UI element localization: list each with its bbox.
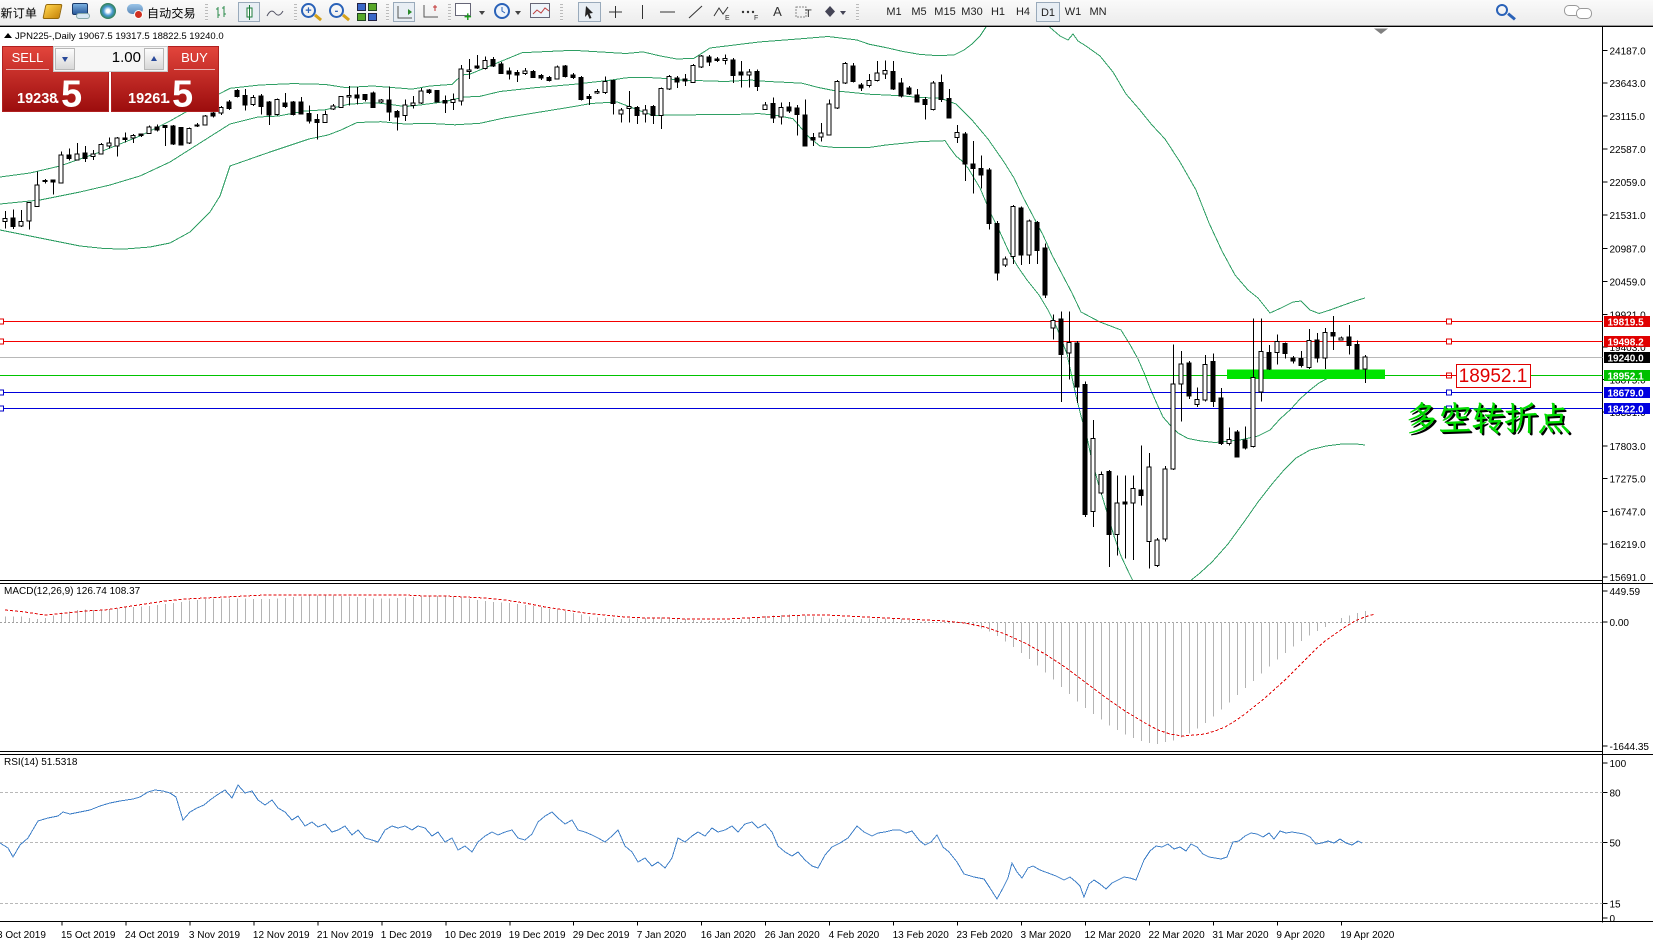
svg-text:16219.0: 16219.0 (1610, 540, 1647, 551)
svg-text:E: E (725, 15, 730, 22)
svg-text:3 Mar 2020: 3 Mar 2020 (1021, 930, 1072, 941)
svg-text:0: 0 (1610, 914, 1616, 925)
svg-text:.: . (55, 90, 59, 107)
svg-text:20459.0: 20459.0 (1610, 278, 1647, 289)
svg-text:13 Feb 2020: 13 Feb 2020 (893, 930, 950, 941)
svg-text:12 Nov 2019: 12 Nov 2019 (253, 930, 310, 941)
svg-text:22587.0: 22587.0 (1610, 145, 1647, 156)
svg-text:16 Jan 2020: 16 Jan 2020 (701, 930, 756, 941)
svg-text:19403.0: 19403.0 (1610, 343, 1647, 354)
svg-text:.: . (166, 90, 170, 107)
svg-text:17803.0: 17803.0 (1610, 442, 1647, 453)
svg-text:MACD(12,26,9) 126.74 108.37: MACD(12,26,9) 126.74 108.37 (4, 586, 141, 597)
svg-text:19498.2: 19498.2 (1608, 338, 1645, 349)
svg-text:5: 5 (172, 74, 193, 113)
svg-text:-1644.35: -1644.35 (1610, 742, 1650, 753)
svg-text:50: 50 (1610, 839, 1622, 850)
svg-text:18952.1: 18952.1 (1608, 372, 1645, 383)
svg-text:10 Dec 2019: 10 Dec 2019 (445, 930, 502, 941)
svg-text:23 Feb 2020: 23 Feb 2020 (957, 930, 1014, 941)
svg-text:JPN225-,Daily 19067.5 19317.5: JPN225-,Daily 19067.5 19317.5 18822.5 19… (15, 31, 224, 42)
svg-text:1 Dec 2019: 1 Dec 2019 (381, 930, 433, 941)
svg-text:22 Mar 2020: 22 Mar 2020 (1149, 930, 1206, 941)
svg-text:12 Mar 2020: 12 Mar 2020 (1085, 930, 1142, 941)
svg-text:22059.0: 22059.0 (1610, 178, 1647, 189)
svg-text:19261: 19261 (128, 91, 168, 107)
svg-text:29 Dec 2019: 29 Dec 2019 (573, 930, 630, 941)
svg-text:RSI(14) 51.5318: RSI(14) 51.5318 (4, 757, 78, 768)
svg-text:21 Nov 2019: 21 Nov 2019 (317, 930, 374, 941)
svg-text:F: F (754, 15, 758, 22)
svg-text:19819.5: 19819.5 (1608, 318, 1645, 329)
svg-text:T: T (805, 8, 812, 20)
svg-text:15: 15 (1610, 900, 1622, 911)
svg-text:0.00: 0.00 (1610, 618, 1630, 629)
svg-text:18679.0: 18679.0 (1608, 389, 1645, 400)
svg-text:31 Mar 2020: 31 Mar 2020 (1212, 930, 1269, 941)
svg-text:17275.0: 17275.0 (1610, 475, 1647, 486)
svg-text:24187.0: 24187.0 (1610, 47, 1647, 58)
svg-text:449.59: 449.59 (1610, 587, 1641, 598)
svg-text:100: 100 (1610, 759, 1627, 770)
svg-text:18422.0: 18422.0 (1608, 405, 1645, 416)
svg-text:26 Jan 2020: 26 Jan 2020 (765, 930, 820, 941)
svg-text:4 Feb 2020: 4 Feb 2020 (829, 930, 880, 941)
svg-text:15 Oct 2019: 15 Oct 2019 (61, 930, 116, 941)
svg-text:15691.0: 15691.0 (1610, 573, 1647, 584)
svg-text:20987.0: 20987.0 (1610, 245, 1647, 256)
svg-text:24 Oct 2019: 24 Oct 2019 (125, 930, 180, 941)
svg-text:80: 80 (1610, 789, 1622, 800)
svg-text:7 Jan 2020: 7 Jan 2020 (637, 930, 687, 941)
svg-text:3 Oct 2019: 3 Oct 2019 (0, 930, 46, 941)
svg-text:19238: 19238 (17, 91, 57, 107)
svg-text:18952.1: 18952.1 (1459, 366, 1528, 387)
svg-text:23643.0: 23643.0 (1610, 79, 1647, 90)
svg-text:9 Apr 2020: 9 Apr 2020 (1276, 930, 1325, 941)
svg-text:19 Dec 2019: 19 Dec 2019 (509, 930, 566, 941)
svg-text:16747.0: 16747.0 (1610, 508, 1647, 519)
svg-text:3 Nov 2019: 3 Nov 2019 (189, 930, 241, 941)
svg-text:21531.0: 21531.0 (1610, 211, 1647, 222)
svg-text:5: 5 (61, 74, 82, 113)
svg-text:23115.0: 23115.0 (1610, 112, 1646, 123)
svg-text:19240.0: 19240.0 (1608, 354, 1645, 365)
svg-text:19 Apr 2020: 19 Apr 2020 (1340, 930, 1394, 941)
